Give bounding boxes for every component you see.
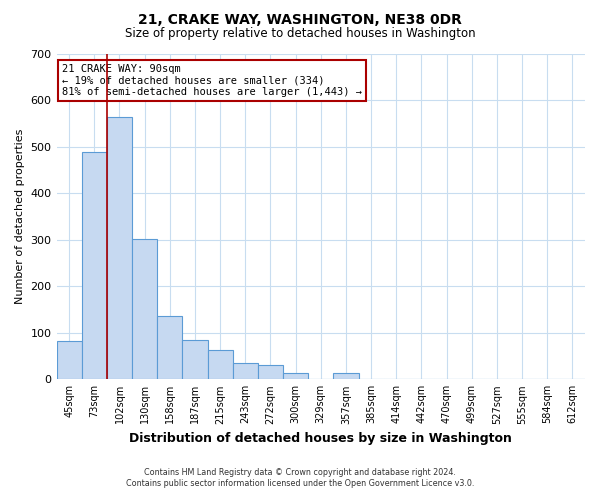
Bar xyxy=(132,239,157,380)
Text: 21, CRAKE WAY, WASHINGTON, NE38 0DR: 21, CRAKE WAY, WASHINGTON, NE38 0DR xyxy=(138,12,462,26)
Bar xyxy=(157,316,182,380)
Bar xyxy=(233,363,258,380)
Bar xyxy=(107,116,132,380)
Bar xyxy=(182,340,208,380)
Bar xyxy=(334,374,359,380)
Bar xyxy=(56,340,82,380)
X-axis label: Distribution of detached houses by size in Washington: Distribution of detached houses by size … xyxy=(130,432,512,445)
Text: Size of property relative to detached houses in Washington: Size of property relative to detached ho… xyxy=(125,28,475,40)
Bar xyxy=(82,152,107,380)
Bar xyxy=(208,350,233,380)
Y-axis label: Number of detached properties: Number of detached properties xyxy=(15,129,25,304)
Bar xyxy=(283,374,308,380)
Text: Contains HM Land Registry data © Crown copyright and database right 2024.
Contai: Contains HM Land Registry data © Crown c… xyxy=(126,468,474,487)
Text: 21 CRAKE WAY: 90sqm
← 19% of detached houses are smaller (334)
81% of semi-detac: 21 CRAKE WAY: 90sqm ← 19% of detached ho… xyxy=(62,64,362,97)
Bar xyxy=(258,366,283,380)
